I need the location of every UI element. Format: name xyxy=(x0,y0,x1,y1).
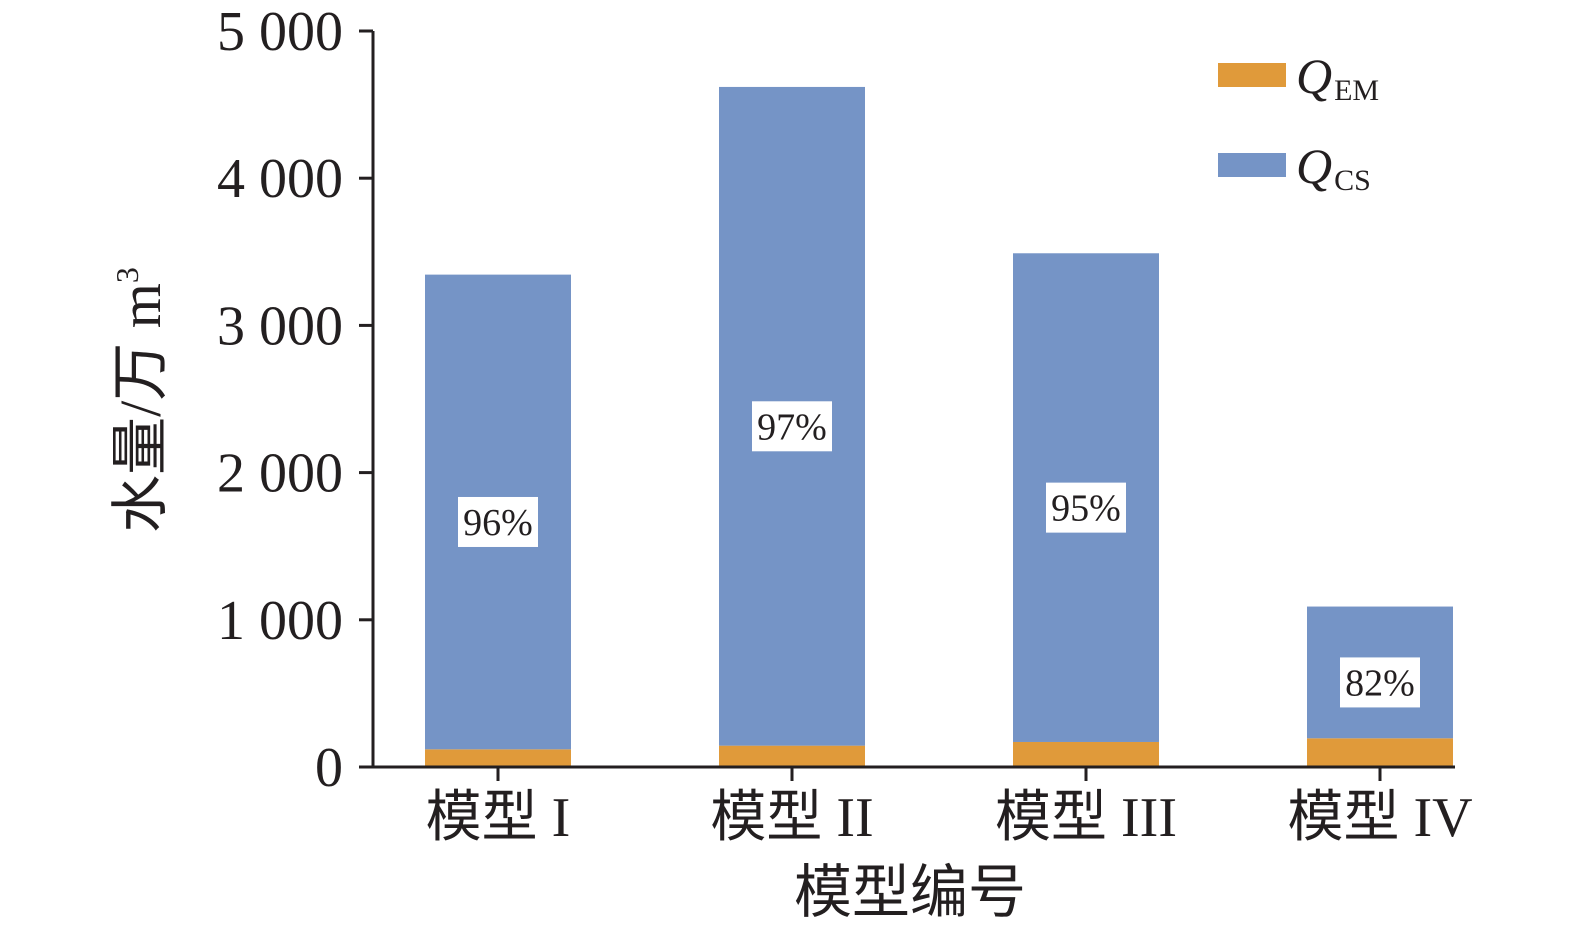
bar-qem-4 xyxy=(1307,738,1453,767)
legend-label: QEM xyxy=(1296,48,1379,107)
axis-titles: 模型编号 水量/万 m3 xyxy=(108,267,1026,925)
x-tick-label: 模型 III xyxy=(995,787,1177,849)
y-tick-label: 4 000 xyxy=(217,148,343,210)
percent-label-box xyxy=(458,496,538,547)
legend-item-qcs: QCS xyxy=(1218,138,1371,197)
percent-label-box xyxy=(1340,657,1420,708)
percent-label-text: 95% xyxy=(1051,488,1121,530)
percent-label-3: 95% xyxy=(1046,482,1126,533)
axes-layer: 0 1 000 2 000 3 000 4 000 5 000 模型 I 模型 II 模型 II… xyxy=(217,1,1473,849)
y-tick-label: 2 000 xyxy=(217,443,343,505)
legend-label: QCS xyxy=(1296,138,1371,197)
y-axis-title: 水量/万 m3 xyxy=(108,267,173,533)
legend-swatch xyxy=(1218,63,1286,87)
x-tick-label: 模型 I xyxy=(426,787,571,849)
legend-item-qem: QEM xyxy=(1218,48,1379,107)
y-tick-label: 0 xyxy=(315,737,343,799)
bar-qem-1 xyxy=(425,749,571,767)
bar-qem-3 xyxy=(1013,741,1159,767)
percent-label-text: 97% xyxy=(757,406,827,448)
percent-label-box xyxy=(752,401,832,452)
percent-label-1: 96% xyxy=(458,496,538,547)
bar-qem-2 xyxy=(719,745,865,767)
legend-swatch xyxy=(1218,153,1286,177)
percent-label-box xyxy=(1046,482,1126,533)
y-tick-label: 5 000 xyxy=(217,1,343,63)
x-axis-title: 模型编号 xyxy=(794,860,1026,925)
percent-label-text: 96% xyxy=(463,502,533,544)
percent-label-4: 82% xyxy=(1340,657,1420,708)
percent-labels-layer: 96% 97% 95% 82% xyxy=(458,401,1420,708)
legend: QEM QCS xyxy=(1218,48,1379,197)
x-tick-label: 模型 II xyxy=(710,787,873,849)
x-tick-label: 模型 IV xyxy=(1287,787,1472,849)
percent-label-text: 82% xyxy=(1345,662,1415,704)
y-tick-label: 1 000 xyxy=(217,590,343,652)
percent-label-2: 97% xyxy=(752,401,832,452)
y-tick-label: 3 000 xyxy=(217,295,343,357)
